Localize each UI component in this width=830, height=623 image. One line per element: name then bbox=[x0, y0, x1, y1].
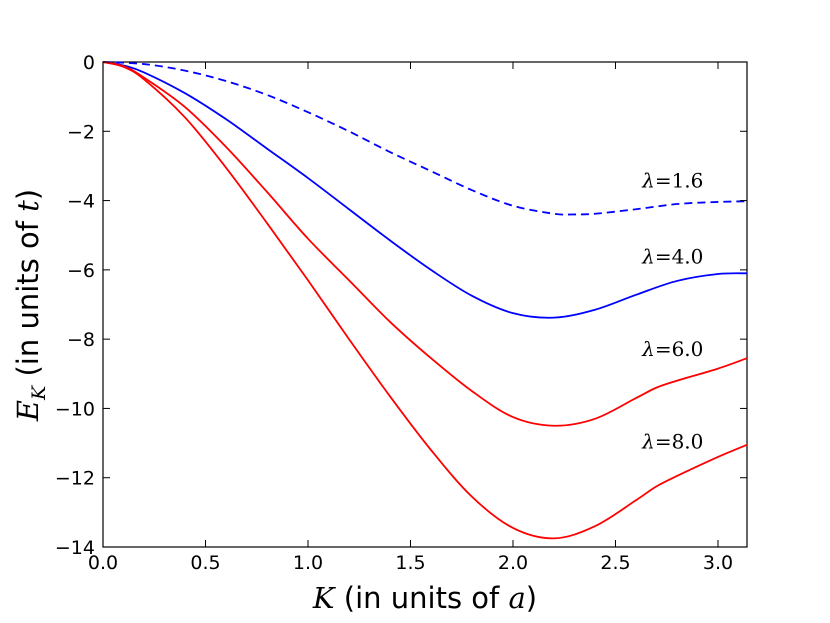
x-axis-symbol: K bbox=[312, 581, 337, 615]
y-tick-label: 0 bbox=[83, 52, 95, 74]
lambda-value: =4.0 bbox=[655, 245, 704, 269]
y-axis-label: EK (in units of t) bbox=[11, 189, 50, 422]
x-tick-label: 0.0 bbox=[88, 552, 118, 574]
y-axis-symbol: E bbox=[11, 400, 45, 422]
series-line-lambda-8-0 bbox=[102, 61, 748, 540]
curves-group bbox=[102, 61, 748, 540]
lambda-value: =6.0 bbox=[655, 337, 704, 361]
x-tick-label: 1.5 bbox=[395, 552, 425, 574]
y-axis-close: ) bbox=[11, 189, 45, 200]
y-tick-label: −8 bbox=[67, 329, 95, 351]
series-label: λ=4.0 bbox=[641, 245, 703, 269]
lambda-value: =1.6 bbox=[655, 168, 704, 192]
curve-labels-group: λ=1.6λ=4.0λ=6.0λ=8.0 bbox=[641, 168, 703, 453]
x-tick-label: 3.0 bbox=[703, 552, 733, 574]
lambda-symbol: λ bbox=[641, 168, 655, 192]
x-axis-label: K (in units of a) bbox=[312, 581, 537, 615]
x-tick-label: 2.5 bbox=[600, 552, 630, 574]
lambda-symbol: λ bbox=[641, 337, 655, 361]
series-line-lambda-1-6 bbox=[102, 61, 748, 216]
y-tick-label: −14 bbox=[55, 537, 95, 559]
plot-frame bbox=[102, 61, 748, 548]
y-tick-label: −6 bbox=[67, 260, 95, 282]
x-axis-unit-symbol: a bbox=[508, 581, 525, 615]
y-tick-label: −10 bbox=[55, 398, 95, 420]
x-axis-text: (in units of bbox=[335, 581, 509, 615]
x-tick-label: 1.0 bbox=[293, 552, 323, 574]
y-tick-label: −4 bbox=[67, 191, 95, 213]
y-axis-unit-symbol: t bbox=[11, 200, 45, 212]
x-tick-label: 0.5 bbox=[190, 552, 220, 574]
lambda-value: =8.0 bbox=[655, 429, 704, 453]
series-label: λ=6.0 bbox=[641, 337, 703, 361]
series-line-lambda-4-0 bbox=[102, 61, 748, 319]
y-axis-subscript: K bbox=[28, 384, 50, 401]
y-tick-label: −2 bbox=[67, 121, 95, 143]
plot-area bbox=[102, 61, 748, 548]
series-line-lambda-6-0 bbox=[102, 61, 748, 427]
series-label: λ=1.6 bbox=[641, 168, 703, 192]
lambda-symbol: λ bbox=[641, 429, 655, 453]
ticks-group: 0.0 0.5 1.0 1.5 2.0 2.5 3.0 0 −2 −4 −6 −8 −10 −12 −14 bbox=[55, 52, 747, 574]
y-axis-text: (in units of bbox=[11, 212, 45, 386]
x-tick-label: 2.0 bbox=[498, 552, 528, 574]
y-tick-label: −12 bbox=[55, 468, 95, 490]
series-label: λ=8.0 bbox=[641, 429, 703, 453]
lambda-symbol: λ bbox=[641, 245, 655, 269]
x-axis-close: ) bbox=[526, 581, 537, 615]
